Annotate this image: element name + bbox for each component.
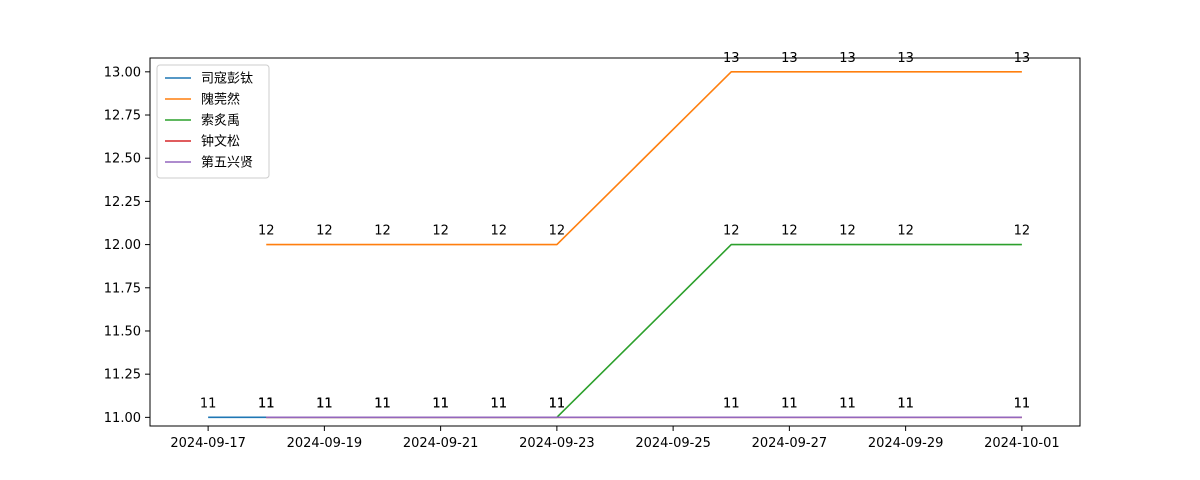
data-label: 11: [432, 396, 449, 411]
x-tick-label: 2024-09-21: [403, 436, 479, 451]
data-label: 11: [1014, 396, 1031, 411]
data-label: 11: [432, 396, 449, 411]
data-label: 11: [723, 396, 740, 411]
data-label: 11: [490, 396, 507, 411]
legend-label: 钟文松: [201, 134, 240, 150]
data-label: 11: [490, 396, 507, 411]
data-label: 11: [374, 396, 391, 411]
data-label: 12: [258, 224, 275, 239]
x-tick-label: 2024-09-29: [868, 436, 944, 451]
data-label: 11: [316, 396, 333, 411]
x-axis: 2024-09-17 2024-09-19 2024-09-21 2024-09-23…: [170, 426, 1060, 451]
data-label: 11: [258, 396, 275, 411]
y-tick-label: 13.00: [104, 65, 141, 80]
y-tick-label: 12.50: [104, 152, 141, 167]
data-label: 11: [549, 396, 566, 411]
data-label: 11: [258, 396, 275, 411]
data-label: 12: [723, 224, 740, 239]
data-label: 11: [316, 396, 333, 411]
x-tick-label: 2024-09-23: [519, 436, 595, 451]
y-tick-label: 11.25: [104, 368, 141, 383]
y-tick-label: 11.50: [104, 324, 141, 339]
data-label: 12: [490, 224, 507, 239]
data-label: 11: [1014, 396, 1031, 411]
y-tick-label: 12.25: [104, 195, 141, 210]
y-tick-label: 11.00: [104, 411, 141, 426]
data-label: 12: [374, 224, 391, 239]
x-tick-label: 2024-09-17: [170, 436, 246, 451]
data-label: 12: [549, 224, 566, 239]
data-label: 11: [897, 396, 914, 411]
data-label: 11: [374, 396, 391, 411]
legend-label: 第五兴贤: [201, 156, 253, 171]
y-tick-label: 12.00: [104, 238, 141, 253]
legend-label: 索炙禹: [201, 114, 240, 129]
data-label: 11: [374, 396, 391, 411]
legend-label: 隗莞然: [201, 92, 240, 108]
data-label: 11: [839, 396, 856, 411]
y-tick-label: 11.75: [104, 281, 141, 296]
data-label: 11: [432, 396, 449, 411]
data-label: 11: [490, 396, 507, 411]
data-label: 11: [258, 396, 275, 411]
data-label: 12: [897, 224, 914, 239]
data-label: 11: [839, 396, 856, 411]
data-label: 11: [549, 396, 566, 411]
data-label: 12: [781, 224, 798, 239]
data-label: 11: [781, 396, 798, 411]
data-label: 11: [781, 396, 798, 411]
x-tick-label: 2024-09-25: [635, 436, 711, 451]
data-label: 11: [723, 396, 740, 411]
data-label: 12: [839, 224, 856, 239]
data-label: 11: [200, 396, 217, 411]
x-tick-label: 2024-09-19: [287, 436, 363, 451]
plot-area-frame: [149, 57, 1081, 427]
x-tick-label: 2024-09-27: [752, 436, 828, 451]
data-label: 12: [432, 224, 449, 239]
legend-box: [156, 64, 270, 179]
x-tick-label: 2024-10-01: [984, 436, 1060, 451]
data-label: 12: [316, 224, 333, 239]
data-label: 11: [897, 396, 914, 411]
data-label: 12: [1014, 224, 1031, 239]
data-label: 11: [316, 396, 333, 411]
y-axis: 11.00 11.25 11.50 11.75 12.00 12.25 12.50 12.75…: [104, 65, 150, 426]
data-label: 11: [549, 396, 566, 411]
y-tick-label: 12.75: [104, 109, 141, 124]
series-layer: [208, 71, 1022, 419]
data-label: 11: [258, 396, 275, 411]
legend-label: 司寇彭钛: [201, 71, 253, 87]
series-line-1: [266, 71, 1022, 246]
